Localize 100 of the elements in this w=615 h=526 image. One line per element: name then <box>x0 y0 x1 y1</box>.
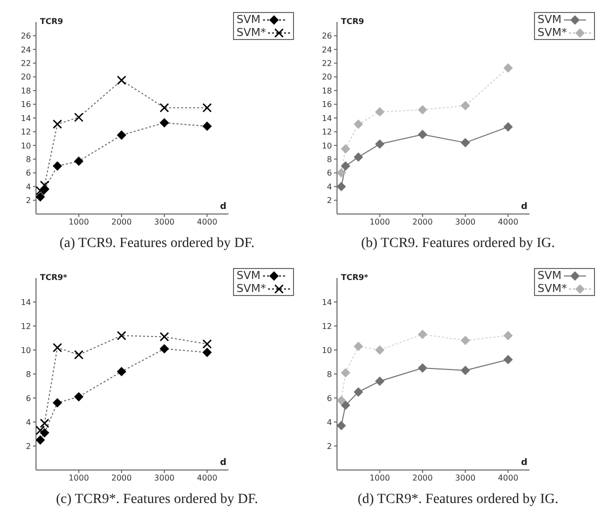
y-tick-label: 6 <box>26 394 31 403</box>
point <box>36 426 45 436</box>
x-axis-title: d <box>220 458 226 468</box>
y-axis-title: TCR9* <box>341 273 370 282</box>
point <box>341 400 350 410</box>
point <box>460 138 470 148</box>
y-tick-label: 8 <box>26 370 31 379</box>
y-tick-label: 8 <box>26 154 31 164</box>
x-tick-label: 3000 <box>455 218 476 227</box>
legend-label: SVM* <box>236 26 266 39</box>
y-tick-label: 14 <box>20 298 31 307</box>
y-tick-label: 2 <box>26 442 31 451</box>
x-tick-label: 4000 <box>196 218 218 227</box>
legend-label: SVM <box>236 269 260 282</box>
text: (b) TCR9. Features ordered by IG. <box>360 236 556 252</box>
y-tick-label: 4 <box>326 182 332 192</box>
point <box>504 331 513 340</box>
x-tick-label: 1000 <box>370 474 390 483</box>
point <box>354 152 363 162</box>
legend-label: SVM* <box>538 26 567 39</box>
point <box>117 130 126 140</box>
point <box>40 418 50 428</box>
point <box>160 118 169 128</box>
point <box>341 368 350 378</box>
y-axis-title: TCR9 <box>341 17 364 26</box>
point <box>504 63 513 72</box>
legend-label: SVM <box>236 13 260 26</box>
x-axis-title: d <box>220 202 226 212</box>
point <box>375 107 384 116</box>
point <box>354 120 363 129</box>
y-tick-label: 12 <box>322 322 332 331</box>
y-tick-label: 22 <box>20 58 31 68</box>
point <box>116 76 126 85</box>
point <box>160 103 170 112</box>
point <box>418 105 428 114</box>
y-tick-label: 2 <box>326 196 332 206</box>
point <box>116 330 126 340</box>
y-tick-label: 10 <box>20 346 31 355</box>
x-tick-label: 4000 <box>498 474 518 483</box>
point <box>375 140 384 149</box>
point <box>202 339 212 349</box>
x-tick-label: 3000 <box>154 218 175 227</box>
y-tick-label: 24 <box>322 45 332 54</box>
point <box>74 350 84 360</box>
point <box>337 396 346 405</box>
point <box>36 186 45 196</box>
y-tick-label: 2 <box>26 196 31 206</box>
point <box>52 398 62 408</box>
y-tick-label: 18 <box>322 86 332 96</box>
legend-label: SVM* <box>538 282 567 295</box>
point <box>337 168 346 178</box>
y-tick-label: 26 <box>322 32 332 41</box>
x-axis-title: d <box>521 202 528 212</box>
point <box>337 182 346 192</box>
point <box>354 388 363 396</box>
y-tick-label: 12 <box>322 128 332 137</box>
y-axis-title: TCR9* <box>40 273 68 282</box>
y-tick-label: 20 <box>322 72 332 82</box>
point <box>504 355 513 364</box>
x-tick-label: 2000 <box>412 218 433 227</box>
legend-label: SVM <box>538 13 562 26</box>
point <box>202 103 212 112</box>
y-tick-label: 4 <box>26 182 31 192</box>
point <box>160 332 170 342</box>
point <box>504 122 513 132</box>
y-tick-label: 8 <box>326 370 332 379</box>
y-tick-label: 14 <box>322 298 332 307</box>
y-tick-label: 26 <box>20 32 31 41</box>
point <box>418 330 428 339</box>
x-tick-label: 1000 <box>68 218 89 227</box>
point <box>341 144 350 154</box>
point <box>460 101 470 110</box>
y-tick-label: 4 <box>326 418 332 427</box>
y-tick-label: 10 <box>322 141 332 150</box>
y-tick-label: 4 <box>26 418 31 427</box>
x-tick-label: 3000 <box>154 474 175 483</box>
legend-label: SVM <box>538 269 562 282</box>
y-tick-label: 10 <box>322 346 332 355</box>
y-tick-label: 16 <box>20 100 31 110</box>
legend-label: SVM* <box>236 282 266 295</box>
y-tick-label: 14 <box>20 114 31 123</box>
point <box>418 130 428 139</box>
y-tick-label: 22 <box>322 58 332 68</box>
y-tick-label: 24 <box>20 45 31 54</box>
point <box>52 342 62 352</box>
x-axis-title: d <box>521 458 528 468</box>
text: (d) TCR9*. Features ordered by IG. <box>356 492 560 508</box>
point <box>375 376 384 386</box>
y-tick-label: 10 <box>20 141 31 150</box>
point <box>202 122 212 131</box>
y-tick-label: 6 <box>26 168 31 178</box>
point <box>74 392 84 402</box>
point <box>460 336 470 345</box>
point <box>375 346 384 354</box>
y-tick-label: 6 <box>326 168 332 178</box>
x-tick-label: 4000 <box>196 474 218 483</box>
point <box>74 112 84 122</box>
y-tick-label: 6 <box>326 394 332 403</box>
y-tick-label: 12 <box>20 322 31 331</box>
y-tick-label: 20 <box>20 72 31 82</box>
